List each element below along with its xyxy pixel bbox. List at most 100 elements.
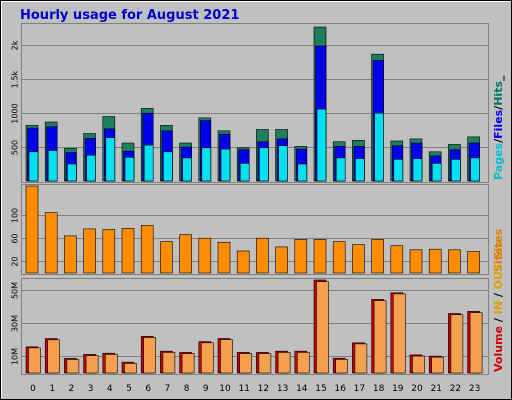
volume-legend-entry: IN	[492, 301, 505, 314]
volume-bar-in-out	[28, 347, 41, 374]
hits-bar-pages	[201, 147, 212, 182]
hits-bar-pages	[47, 150, 58, 182]
bars	[25, 26, 483, 374]
hits-bar-pages	[239, 163, 250, 182]
volume-bar-in-out	[124, 363, 137, 374]
sites-bar-sites	[121, 228, 135, 274]
volume-bar-in-out	[469, 312, 483, 374]
volume-legend-entry: OUT	[492, 263, 505, 289]
hits-bar-pages	[355, 158, 365, 182]
hour-label: 17	[354, 384, 365, 394]
hits-tick-label: 1000	[11, 103, 20, 123]
sites-bar-sites	[352, 244, 365, 274]
volume-bar-in-out	[239, 353, 252, 374]
hits-legend-entry: /	[492, 138, 505, 143]
hits-tick-label: 500	[11, 140, 20, 155]
hour-label: 1	[49, 384, 55, 394]
hits-bar-pages	[163, 151, 173, 182]
hour-label: 3	[88, 384, 94, 394]
hour-label: 0	[30, 384, 36, 394]
chart-title: Hourly usage for August 2021	[20, 8, 239, 23]
hits-bar-pages	[470, 157, 480, 182]
hour-label: 4	[107, 384, 113, 394]
sites-bar-sites	[256, 237, 269, 274]
sites-bar-sites	[409, 249, 423, 274]
sites-bar-sites	[83, 228, 96, 274]
hour-label: 10	[219, 384, 231, 394]
sites-bar-sites	[236, 250, 250, 274]
hits-bar-pages	[297, 163, 308, 182]
hits-bar-pages	[259, 147, 269, 182]
hits-bar-pages	[105, 137, 116, 182]
hits-bar-pages	[374, 112, 384, 182]
hits-tick-label: 1.5k	[11, 70, 20, 88]
sites-bar-sites	[25, 185, 39, 274]
sites-bar-sites	[313, 239, 327, 274]
sites-bar-sites	[217, 242, 231, 274]
volume-tick-label: 50M	[11, 282, 20, 299]
hour-label: 23	[469, 384, 480, 394]
hits-bar-pages	[67, 163, 77, 182]
volume-bar-in-out	[66, 359, 80, 374]
hour-label: 7	[165, 384, 171, 394]
sites-bar-sites	[198, 237, 212, 274]
hour-label: 11	[238, 384, 249, 394]
sites-bar-sites	[390, 245, 404, 274]
hits-bar-pages	[182, 157, 192, 182]
hour-label: 13	[277, 384, 288, 394]
volume-legend: Volume / IN / OUT Sites	[492, 228, 505, 372]
volume-legend-entry: Sites	[492, 228, 505, 259]
sites-bar-sites	[160, 241, 173, 274]
sites-bar-sites	[102, 229, 116, 274]
hits-bar-pages	[412, 158, 423, 182]
volume-tick-label: 30M	[11, 315, 20, 332]
hits-tick-label: 2k	[11, 40, 20, 50]
hour-label: 22	[450, 384, 461, 394]
volume-bar-in-out	[201, 342, 214, 374]
volume-bar-in-out	[258, 353, 272, 374]
volume-bar-in-out	[431, 356, 445, 374]
volume-legend-entry: /	[492, 314, 505, 326]
volume-bar-in-out	[392, 293, 406, 374]
volume-bar-in-out	[412, 355, 425, 374]
hour-label: 16	[334, 384, 346, 394]
hits-bar-pages	[28, 151, 39, 182]
hour-label: 19	[392, 384, 404, 394]
volume-bar-in-out	[143, 337, 156, 374]
sites-legend: Sites	[492, 241, 505, 272]
sites-bar-sites	[294, 239, 308, 274]
volume-bar-in-out	[85, 355, 99, 374]
hits-legend-entry: Files	[492, 109, 505, 139]
hits-bar-pages	[431, 163, 442, 182]
hour-label: 15	[315, 384, 326, 394]
hits-bar-pages	[143, 144, 154, 182]
hits-legend-entry: Hits	[492, 81, 505, 106]
hits-bar-pages	[451, 159, 461, 182]
volume-bar-in-out	[47, 339, 61, 374]
hour-label: 5	[126, 384, 132, 394]
volume-bar-in-out	[354, 343, 368, 374]
hour-label: 21	[430, 384, 441, 394]
hits-bar-pages	[316, 108, 327, 182]
hits-bar-pages	[124, 157, 135, 182]
hour-label: 8	[184, 384, 190, 394]
hour-label: 6	[145, 384, 151, 394]
volume-legend-entry: /	[492, 289, 505, 301]
hits-bar-pages	[220, 148, 231, 182]
hits-bar-pages	[393, 159, 404, 182]
sites-bar-sites	[332, 241, 346, 274]
volume-bar-in-out	[296, 352, 310, 374]
sites-legend-entry: Sites	[492, 241, 505, 272]
sites-tick-label: 60	[11, 233, 20, 243]
hits-bar-pages	[335, 157, 346, 182]
sites-tick-label: 20	[11, 256, 20, 266]
sites-bar-sites	[44, 212, 58, 274]
hits-legend-entry: _	[492, 75, 505, 81]
hour-label: 12	[258, 384, 269, 394]
sites-bar-sites	[140, 225, 154, 274]
hits-bar-pages	[278, 145, 288, 182]
sites-bar-sites	[448, 249, 461, 274]
hour-label: 20	[411, 384, 423, 394]
